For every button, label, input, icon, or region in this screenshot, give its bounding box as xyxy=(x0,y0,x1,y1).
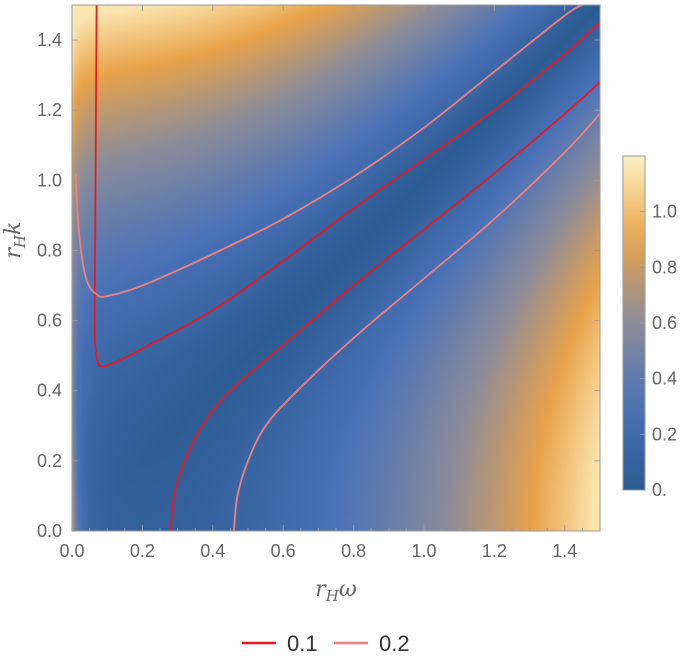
y-tick-label: 0.6 xyxy=(37,311,62,331)
x-tick-label: 0.2 xyxy=(130,541,155,561)
contour-0-1-branch-2 xyxy=(169,81,600,531)
contour-0-2-branch-2 xyxy=(233,113,600,531)
x-axis-ticks: 0.0 0.2 0.4 0.6 0.8 1.0 1.2 1.4 xyxy=(59,5,583,561)
x-label-symbol: ω xyxy=(339,577,357,602)
y-tick-label: 0.0 xyxy=(37,521,62,541)
colorbar-tick-label: 0.6 xyxy=(652,313,677,333)
legend-label-0-1: 0.1 xyxy=(287,631,318,656)
x-axis-label: rHω xyxy=(315,577,357,605)
y-tick-label: 0.8 xyxy=(37,240,62,260)
y-tick-label: 1.2 xyxy=(37,100,62,120)
y-label-symbol: k xyxy=(1,222,26,235)
x-label-sub: H xyxy=(325,587,340,605)
contour-0-1-branch-1 xyxy=(93,5,600,368)
colorbar-ticks: 0. 0.2 0.4 0.6 0.8 1.0 xyxy=(640,202,677,500)
colorbar-tick-label: 0.4 xyxy=(652,369,677,389)
x-tick-label: 0.0 xyxy=(59,541,84,561)
contour-lines xyxy=(74,5,600,531)
x-tick-label: 1.0 xyxy=(411,541,436,561)
y-tick-label: 1.4 xyxy=(37,30,62,50)
y-label-base: r xyxy=(1,246,26,258)
x-tick-label: 0.6 xyxy=(271,541,296,561)
y-axis-ticks: 0.0 0.2 0.4 0.6 0.8 1.0 1.2 1.4 xyxy=(37,30,600,541)
legend-label-0-2: 0.2 xyxy=(379,631,410,656)
colorbar-tick-label: 0.8 xyxy=(652,257,677,277)
x-tick-label: 0.4 xyxy=(200,541,225,561)
y-label-sub: H xyxy=(11,234,29,249)
colorbar-tick-label: 1.0 xyxy=(652,202,677,222)
colorbar-tick-label: 0. xyxy=(652,480,667,500)
legend: 0.1 0.2 xyxy=(242,631,410,656)
colorbar-tick-label: 0.2 xyxy=(652,424,677,444)
x-tick-label: 1.4 xyxy=(552,541,577,561)
contour-0-2-branch-1 xyxy=(74,5,583,298)
x-label-base: r xyxy=(315,577,327,602)
y-tick-label: 0.4 xyxy=(37,381,62,401)
x-tick-label: 1.2 xyxy=(482,541,507,561)
y-axis-label: rHk xyxy=(1,222,29,259)
density-map xyxy=(72,5,600,531)
x-tick-label: 0.8 xyxy=(341,541,366,561)
y-tick-label: 1.0 xyxy=(37,170,62,190)
y-tick-label: 0.2 xyxy=(37,451,62,471)
